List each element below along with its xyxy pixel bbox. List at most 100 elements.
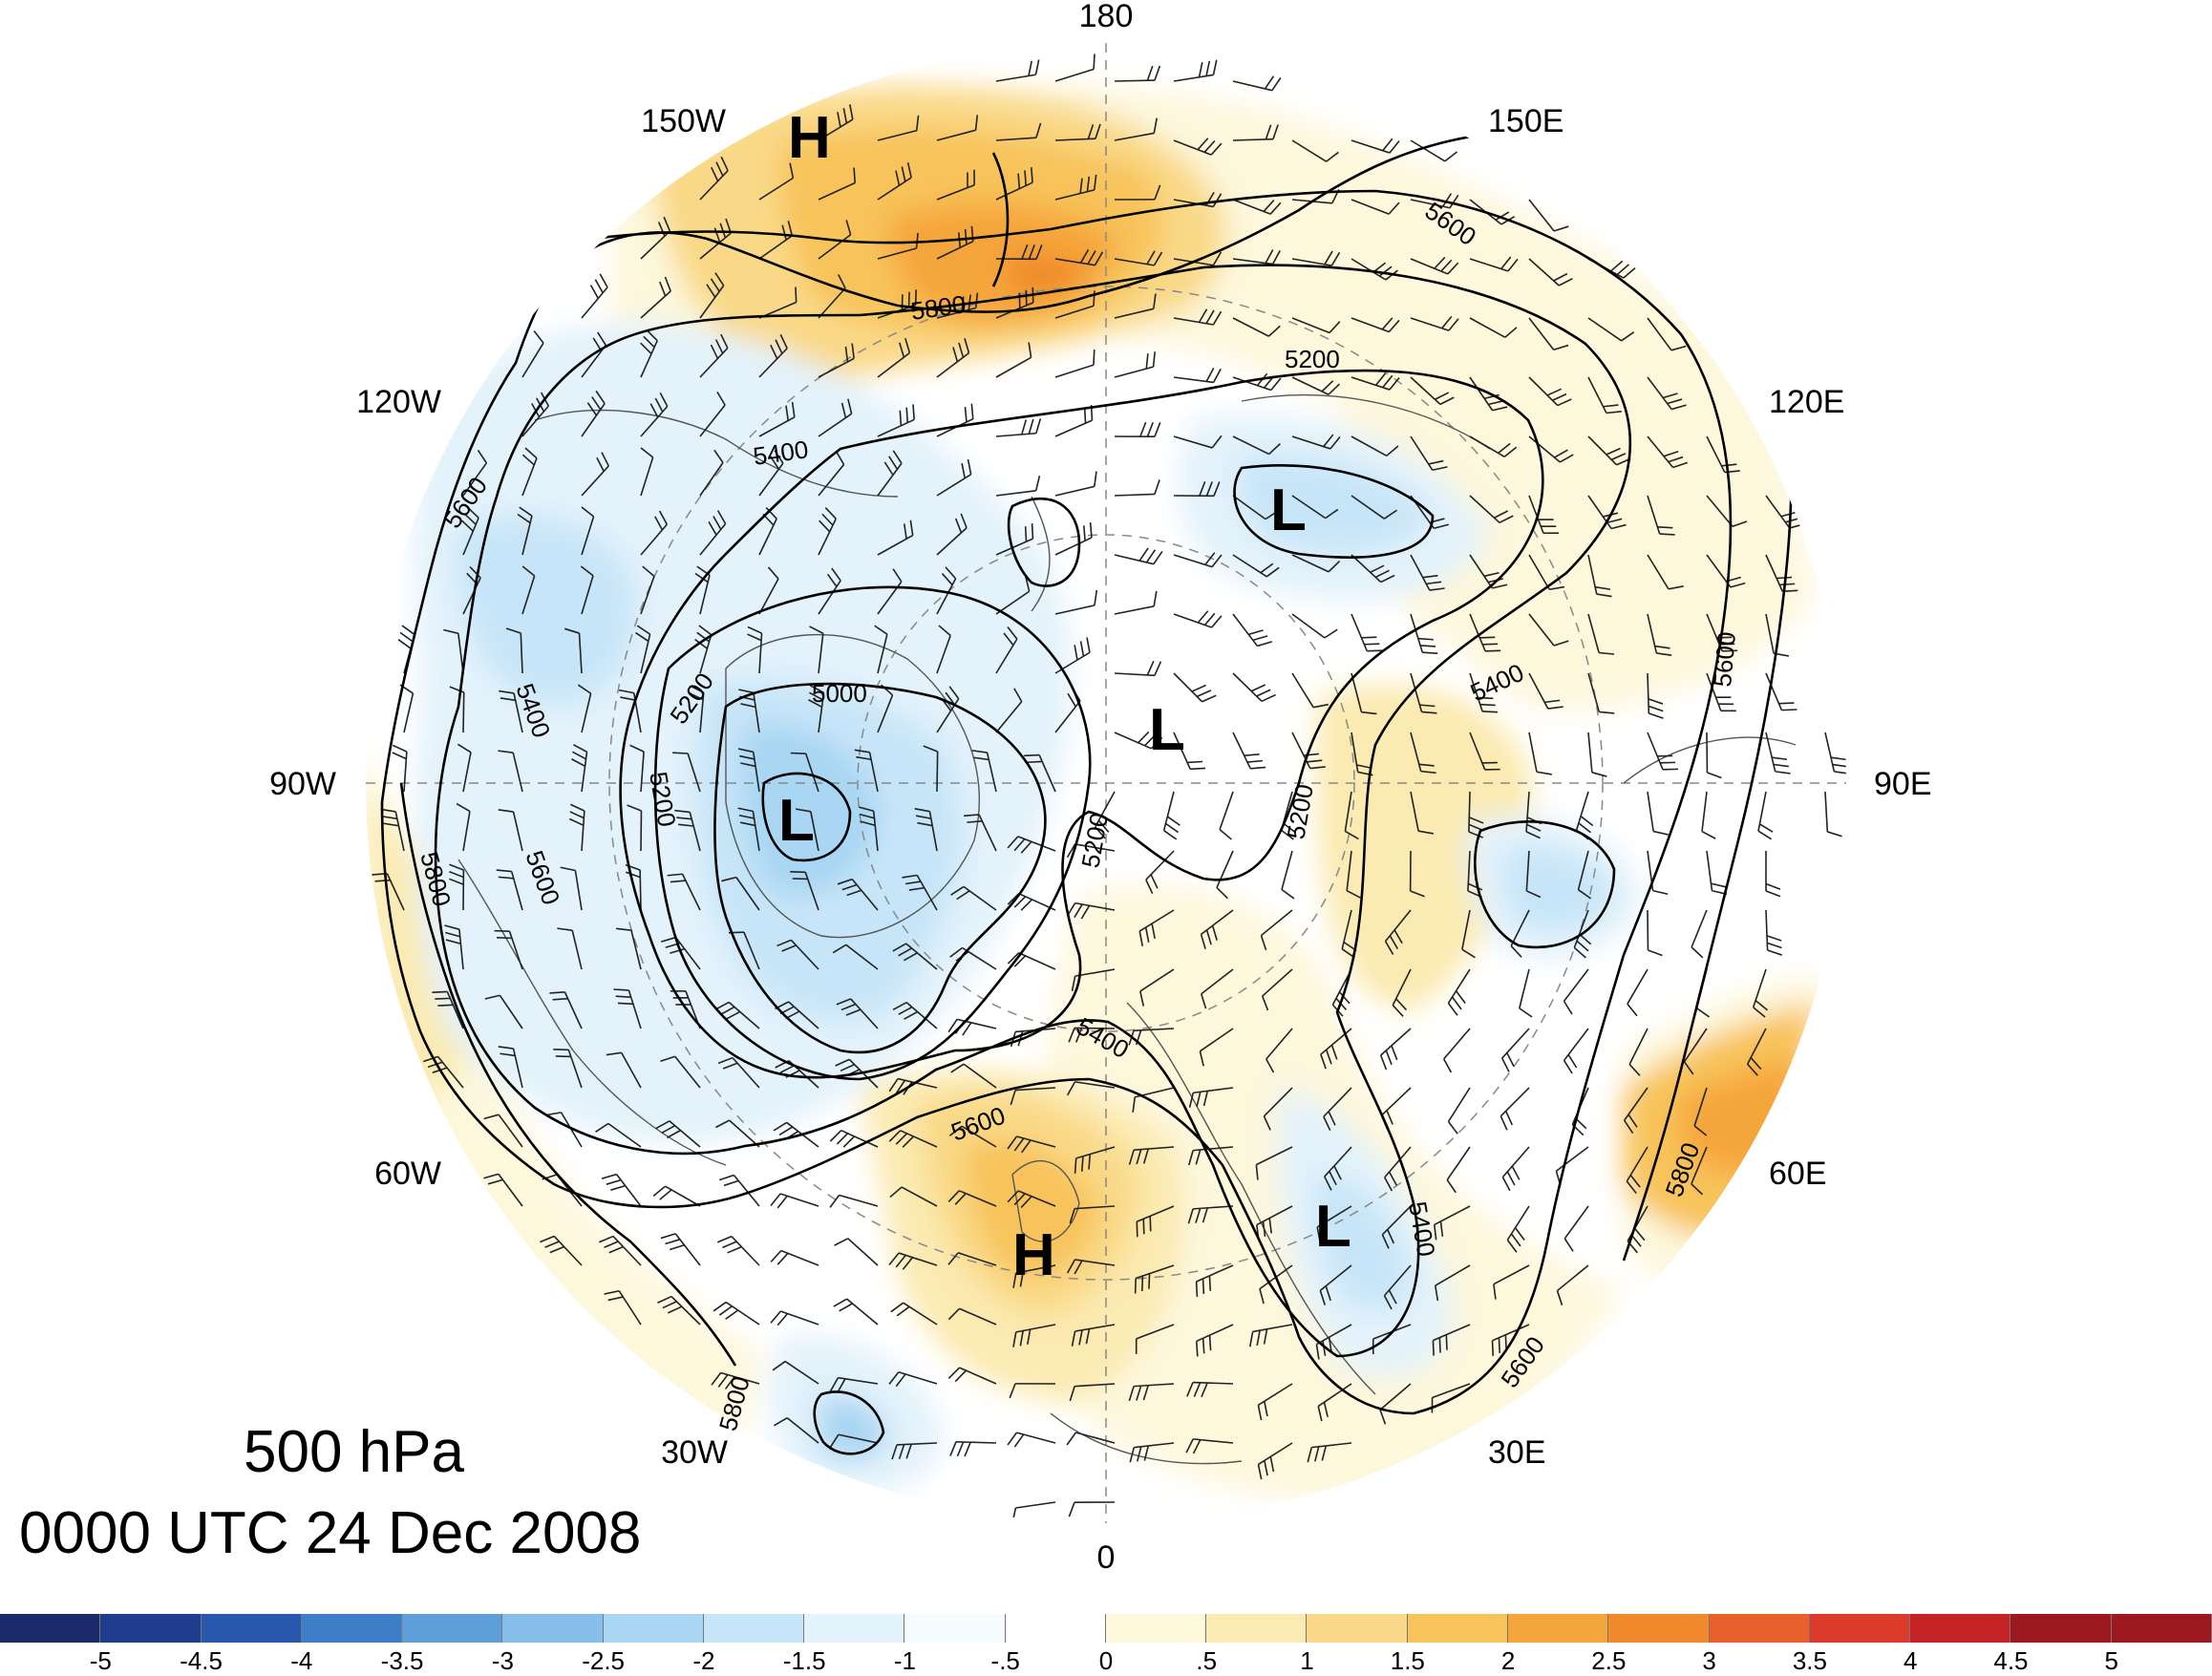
- wind-barb-flag: [1446, 1335, 1447, 1350]
- colorbar-swatch: [1910, 1614, 2010, 1643]
- colorbar-swatch: [2112, 1614, 2212, 1643]
- colorbar-swatch: [2010, 1614, 2111, 1643]
- colorbar-tick-label: -1.5: [783, 1646, 826, 1676]
- wind-barb-flag: [1367, 650, 1382, 651]
- colorbar-swatch: [502, 1614, 603, 1643]
- colorbar-tick-label: -3: [492, 1646, 514, 1676]
- valid-time-title: 0000 UTC 24 Dec 2008: [19, 1499, 641, 1567]
- wind-barb-flag: [495, 931, 510, 932]
- longitude-label: 90E: [1874, 766, 1932, 802]
- longitude-label: 90W: [269, 766, 336, 802]
- colorbar-tick-label: -1: [894, 1646, 916, 1676]
- wind-barb-flag: [1150, 1216, 1151, 1231]
- wind-barb-flag: [1024, 755, 1039, 756]
- longitude-label: 120E: [1769, 384, 1844, 420]
- colorbar-swatch: [1307, 1614, 1407, 1643]
- wind-barb-flag: [1027, 761, 1042, 762]
- wind-barb-flag: [1019, 293, 1020, 308]
- colorbar-tick-label: -2: [692, 1646, 714, 1676]
- colorbar-swatch: [1206, 1614, 1307, 1643]
- colorbar-tick-label: -5: [90, 1646, 112, 1676]
- wind-barb-flag: [1026, 290, 1027, 306]
- colorbar-tick-label: -2.5: [582, 1646, 625, 1676]
- wind-barb-flag: [1032, 523, 1033, 539]
- colorbar-swatch: [1006, 1614, 1106, 1643]
- colorbar-swatch: [302, 1614, 402, 1643]
- colorbar-swatch: [1508, 1614, 1608, 1643]
- colorbar-tick-label: 4.5: [1993, 1646, 2028, 1676]
- high-center-label: H: [1012, 1222, 1055, 1288]
- wind-barb-flag: [1779, 583, 1795, 584]
- wind-barb-flag: [437, 1005, 453, 1006]
- wind-barb: [1115, 80, 1155, 81]
- colorbar-swatch: [1106, 1614, 1206, 1643]
- colorbar-swatch: [100, 1614, 201, 1643]
- wind-barb-flag: [1143, 1219, 1144, 1234]
- longitude-label: 120W: [356, 384, 441, 420]
- wind-barb-flag: [1493, 1341, 1494, 1356]
- wind-barb-flag: [1781, 710, 1797, 711]
- wind-barb-flag: [1364, 644, 1379, 645]
- wind-barb-flag: [1779, 703, 1795, 704]
- wind-barb-flag: [1094, 54, 1095, 70]
- longitude-label: 60E: [1769, 1156, 1827, 1192]
- wind-barb-flag: [1420, 646, 1436, 647]
- colorbar-tick-label: 3: [1702, 1646, 1715, 1676]
- wind-barb-flag: [913, 404, 914, 419]
- wind-barb-flag: [1418, 639, 1434, 640]
- colorbar-swatch: [1810, 1614, 1910, 1643]
- longitude-label: 30W: [661, 1434, 728, 1471]
- wind-barb-flag: [1197, 1341, 1198, 1356]
- colorbar-tick-label: 2.5: [1591, 1646, 1626, 1676]
- longitude-label: 0: [1097, 1539, 1116, 1576]
- colorbar-tick-label: 4: [1904, 1646, 1917, 1676]
- colorbar-tick-label: 1.5: [1391, 1646, 1425, 1676]
- level-title: 500 hPa: [244, 1418, 464, 1486]
- colorbar-swatch: [0, 1614, 100, 1643]
- wind-barb-flag: [1203, 1279, 1204, 1294]
- colorbar-tick-label: 0: [1099, 1646, 1113, 1676]
- colorbar-tick-label: 2: [1501, 1646, 1515, 1676]
- wind-barb-flag: [1433, 1341, 1434, 1356]
- contour-label: 5600: [1708, 630, 1741, 688]
- colorbar-tick-label: -.5: [991, 1646, 1020, 1676]
- contour-label: 5200: [1285, 345, 1340, 373]
- wind-barb-flag: [1094, 290, 1095, 306]
- wind-barb-flag: [1505, 1335, 1506, 1350]
- wind-barb-flag: [1137, 1221, 1138, 1237]
- wind-barb: [640, 870, 641, 910]
- wind-barb-flag: [618, 1003, 633, 1004]
- wind-barb-flag: [1149, 1274, 1150, 1289]
- low-center-label: L: [1315, 1194, 1351, 1260]
- colorbar-tick-label: -3.5: [381, 1646, 424, 1676]
- colorbar-swatch: [904, 1614, 1005, 1643]
- colorbar-swatch: [402, 1614, 502, 1643]
- colorbar-swatch: [1608, 1614, 1709, 1643]
- wind-barb-flag: [1657, 527, 1672, 528]
- wind-barb-flag: [1482, 711, 1498, 712]
- wind-barb-flag: [1142, 1276, 1143, 1291]
- wind-barb-flag: [1776, 577, 1792, 578]
- wind-barb-flag: [549, 992, 564, 993]
- wind-barb-flag: [854, 168, 855, 183]
- wind-barb-flag: [796, 287, 797, 303]
- wind-barb-flag: [906, 408, 907, 423]
- wind-barb-flag: [1203, 1338, 1204, 1353]
- wind-barb-flag: [1187, 762, 1202, 763]
- wind-barb-flag: [432, 991, 447, 992]
- longitude-label: 60W: [374, 1156, 441, 1192]
- wind-barb-flag: [1361, 637, 1376, 638]
- wind-barb-flag: [1190, 768, 1205, 769]
- wind-barb-flag: [553, 999, 568, 1000]
- colorbar-swatch: [1710, 1614, 1810, 1643]
- longitude-label: 150W: [641, 103, 726, 139]
- colorbar-swatch: [604, 1614, 704, 1643]
- wind-barb-flag: [1209, 1276, 1210, 1291]
- colorbar-tick-label: 3.5: [1793, 1646, 1827, 1676]
- colorbar-tick-label: 1: [1300, 1646, 1313, 1676]
- longitude-label: 30E: [1488, 1434, 1546, 1471]
- low-center-label: L: [778, 788, 815, 854]
- wind-barb-flag: [613, 989, 628, 990]
- colorbar-swatch: [704, 1614, 804, 1643]
